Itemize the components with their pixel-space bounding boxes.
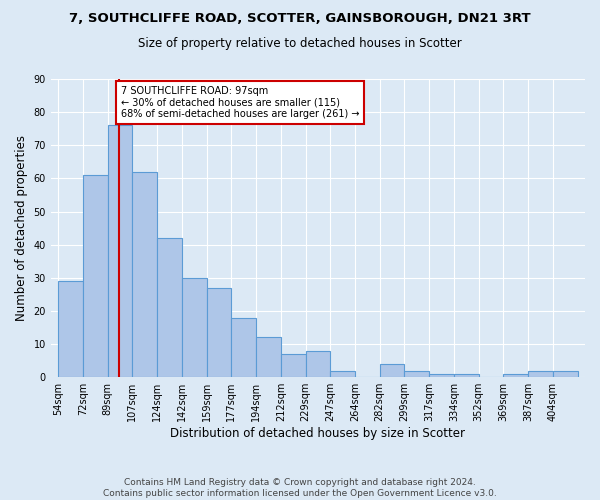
Bar — [107, 126, 133, 377]
Bar — [256, 338, 281, 377]
Text: 7, SOUTHCLIFFE ROAD, SCOTTER, GAINSBOROUGH, DN21 3RT: 7, SOUTHCLIFFE ROAD, SCOTTER, GAINSBOROU… — [69, 12, 531, 26]
Text: 7 SOUTHCLIFFE ROAD: 97sqm
← 30% of detached houses are smaller (115)
68% of semi: 7 SOUTHCLIFFE ROAD: 97sqm ← 30% of detac… — [121, 86, 359, 119]
Bar — [281, 354, 305, 377]
Bar — [83, 175, 107, 377]
Bar — [182, 278, 206, 377]
Text: Size of property relative to detached houses in Scotter: Size of property relative to detached ho… — [138, 38, 462, 51]
Bar — [133, 172, 157, 377]
Bar — [206, 288, 232, 377]
Bar — [380, 364, 404, 377]
Bar — [305, 350, 330, 377]
Bar — [503, 374, 528, 377]
Text: Contains HM Land Registry data © Crown copyright and database right 2024.
Contai: Contains HM Land Registry data © Crown c… — [103, 478, 497, 498]
Y-axis label: Number of detached properties: Number of detached properties — [15, 135, 28, 321]
Bar — [429, 374, 454, 377]
Bar — [454, 374, 479, 377]
X-axis label: Distribution of detached houses by size in Scotter: Distribution of detached houses by size … — [170, 427, 466, 440]
Bar — [528, 370, 553, 377]
Bar — [404, 370, 429, 377]
Bar — [553, 370, 578, 377]
Bar — [58, 281, 83, 377]
Bar — [330, 370, 355, 377]
Bar — [157, 238, 182, 377]
Bar — [232, 318, 256, 377]
